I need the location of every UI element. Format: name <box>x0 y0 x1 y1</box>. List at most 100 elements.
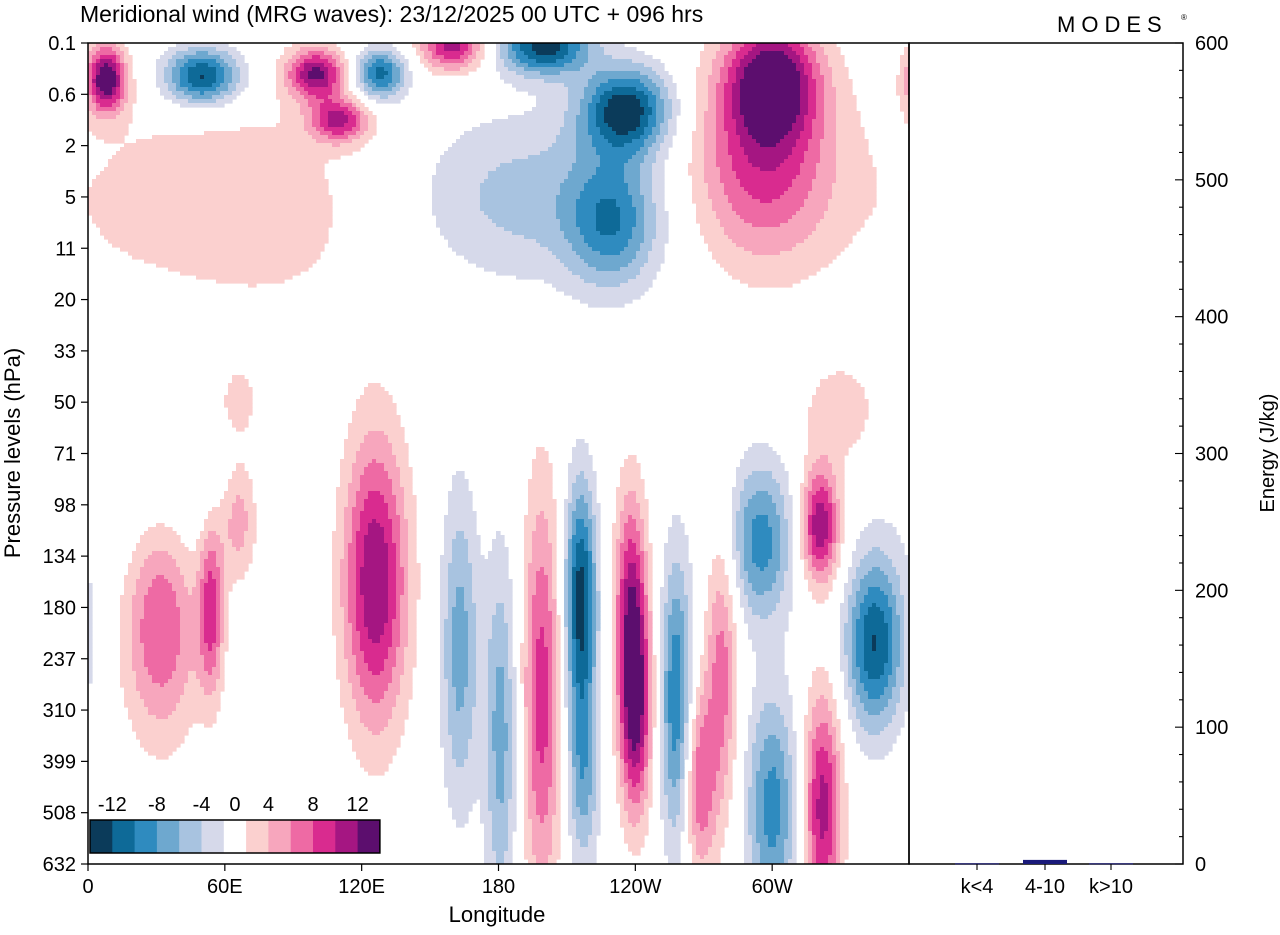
heatmap-cell <box>896 79 905 84</box>
heatmap-cell <box>184 91 201 96</box>
heatmap-cell <box>536 711 549 716</box>
heatmap-cell <box>200 635 205 640</box>
heatmap-cell <box>340 695 353 700</box>
heatmap-cell <box>364 71 369 76</box>
heatmap-cell <box>808 87 817 92</box>
heatmap-cell <box>356 703 397 708</box>
heatmap-cell <box>744 611 753 616</box>
heatmap-cell <box>592 667 597 672</box>
heatmap-cell <box>224 639 229 644</box>
heatmap-cell <box>600 99 609 104</box>
heatmap-cell <box>652 91 661 96</box>
heatmap-cell <box>224 579 237 584</box>
heatmap-cell <box>500 71 517 76</box>
heatmap-cell <box>92 63 97 68</box>
heatmap-cell <box>804 555 813 560</box>
heatmap-cell <box>696 207 713 212</box>
heatmap-cell <box>808 447 849 452</box>
heatmap-cell <box>904 87 909 92</box>
heatmap-cell <box>892 691 901 696</box>
heatmap-cell <box>440 675 445 680</box>
heatmap-cell <box>700 683 705 688</box>
heatmap-cell <box>580 111 589 116</box>
heatmap-cell <box>208 515 233 520</box>
heatmap-cell <box>728 235 809 240</box>
heatmap-cell <box>592 523 597 528</box>
heatmap-cell <box>812 679 829 684</box>
heatmap-cell <box>636 543 641 548</box>
heatmap-cell <box>628 187 641 192</box>
heatmap-cell <box>116 59 121 64</box>
heatmap-cell <box>592 639 597 644</box>
heatmap-cell <box>120 627 133 632</box>
heatmap-cell <box>496 703 505 708</box>
heatmap-cell <box>224 623 229 628</box>
heatmap-cell <box>796 243 849 248</box>
heatmap-cell <box>900 627 905 632</box>
heatmap-cell <box>648 695 653 700</box>
heatmap-cell <box>516 71 541 76</box>
heatmap-cell <box>320 123 329 128</box>
heatmap-cell <box>188 71 217 76</box>
heatmap-cell <box>900 579 909 584</box>
heatmap-cell <box>680 659 685 664</box>
heatmap-cell <box>468 679 477 684</box>
heatmap-cell <box>336 79 341 84</box>
heatmap-cell <box>572 163 601 168</box>
heatmap-cell <box>732 59 741 64</box>
heatmap-cell <box>736 567 741 572</box>
heatmap-cell <box>228 531 245 536</box>
heatmap-cell <box>364 435 389 440</box>
heatmap-cell <box>688 647 693 652</box>
heatmap-cell <box>524 635 529 640</box>
heatmap-cell <box>588 695 593 700</box>
heatmap-cell <box>888 675 897 680</box>
heatmap-cell <box>580 47 589 52</box>
heatmap-cell <box>472 47 481 52</box>
heatmap-cell <box>556 623 561 628</box>
heatmap-cell <box>356 459 373 464</box>
heatmap-cell <box>800 79 809 84</box>
heatmap-cell <box>472 599 513 604</box>
heatmap-cell <box>616 507 625 512</box>
heatmap-cell <box>480 199 557 204</box>
heatmap-cell <box>188 75 201 80</box>
heatmap-cell <box>220 599 225 604</box>
heatmap-cell <box>496 679 505 684</box>
heatmap-cell <box>96 83 117 88</box>
heatmap-cell <box>144 611 181 616</box>
heatmap-cell <box>444 539 453 544</box>
heatmap-cell <box>620 479 645 484</box>
heatmap-cell <box>220 539 233 544</box>
heatmap-cell <box>188 679 201 684</box>
heatmap-cell <box>400 59 409 64</box>
heatmap-cell <box>644 235 657 240</box>
heatmap-cell <box>160 55 173 60</box>
heatmap-cell <box>644 519 649 524</box>
heatmap-cell <box>828 531 833 536</box>
heatmap-cell <box>616 675 621 680</box>
heatmap-cell <box>344 543 349 548</box>
heatmap-cell <box>576 607 585 612</box>
heatmap-cell <box>364 611 389 616</box>
heatmap-cell <box>500 51 509 56</box>
heatmap-cell <box>592 495 597 500</box>
heatmap-cell <box>744 555 753 560</box>
heatmap-cell <box>592 567 597 572</box>
heatmap-cell <box>624 175 641 180</box>
heatmap-cell <box>672 523 685 528</box>
heatmap-cell <box>844 591 853 596</box>
heatmap-cell <box>656 219 669 224</box>
heatmap-cell <box>116 43 125 48</box>
heatmap-cell <box>776 603 793 608</box>
heatmap-cell <box>156 75 165 80</box>
heatmap-cell <box>844 583 853 588</box>
heatmap-cell <box>532 539 549 544</box>
heatmap-cell <box>564 675 569 680</box>
heatmap-cell <box>432 179 485 184</box>
heatmap-cell <box>752 691 789 696</box>
heatmap-cell <box>476 675 489 680</box>
heatmap-cell <box>460 67 477 72</box>
heatmap-cell <box>524 699 533 704</box>
heatmap-cell <box>584 643 589 648</box>
